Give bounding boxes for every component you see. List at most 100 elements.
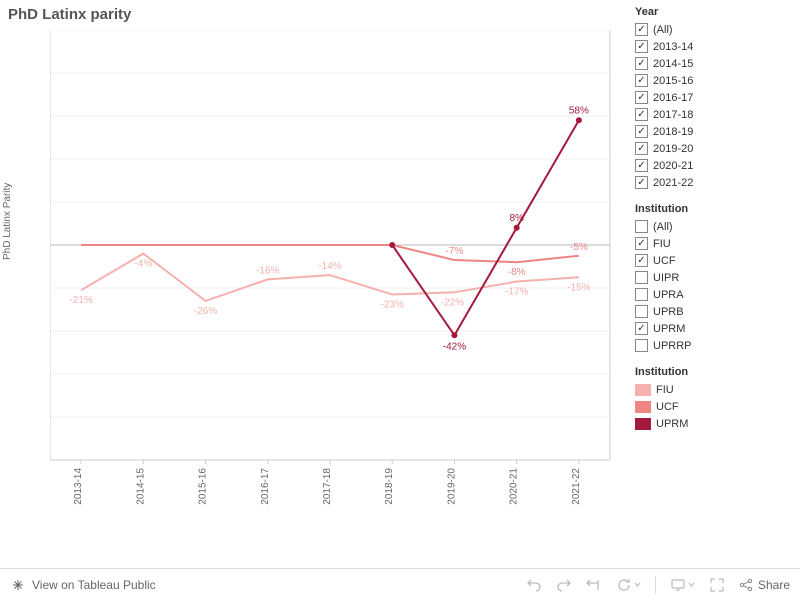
svg-text:-14%: -14% [318,261,341,272]
filter-label: UPRRP [653,340,692,352]
year-filter-heading: Year [635,6,795,18]
checkbox[interactable] [635,271,648,284]
svg-text:-16%: -16% [256,265,279,276]
checkbox[interactable]: ✓ [635,237,648,250]
chevron-down-icon [688,581,695,588]
filter-label: (All) [653,24,673,36]
share-label: Share [758,578,790,592]
institution-filter-item[interactable]: (All) [635,218,795,235]
view-on-tableau-link[interactable]: View on Tableau Public [32,578,156,592]
institution-filter-item[interactable]: ✓ UPRM [635,320,795,337]
svg-text:-4%: -4% [134,259,152,270]
svg-text:2020-21: 2020-21 [509,468,520,505]
checkbox[interactable]: ✓ [635,40,648,53]
checkbox[interactable] [635,305,648,318]
svg-text:-15%: -15% [567,282,590,293]
institution-filter-item[interactable]: UIPR [635,269,795,286]
checkbox[interactable]: ✓ [635,142,648,155]
refresh-button[interactable] [616,577,641,593]
year-filter-item[interactable]: ✓ 2021-22 [635,174,795,191]
tableau-logo-icon [10,577,26,593]
year-filter-item[interactable]: ✓ 2019-20 [635,140,795,157]
filter-label: 2020-21 [653,160,693,172]
checkbox[interactable] [635,339,648,352]
checkbox[interactable]: ✓ [635,176,648,189]
svg-text:2013-14: 2013-14 [73,468,84,505]
svg-text:8%: 8% [509,213,524,224]
filter-label: (All) [653,221,673,233]
chevron-down-icon [634,581,641,588]
color-swatch [635,418,651,430]
svg-text:-5%: -5% [570,242,588,253]
filter-label: UPRA [653,289,684,301]
color-swatch [635,384,651,396]
filter-label: 2015-16 [653,75,693,87]
color-legend-label: UPRM [656,418,688,430]
svg-text:2016-17: 2016-17 [260,468,271,505]
year-filter-item[interactable]: ✓ 2018-19 [635,123,795,140]
checkbox[interactable] [635,220,648,233]
filter-label: 2019-20 [653,143,693,155]
institution-filter-item[interactable]: UPRA [635,286,795,303]
svg-text:2018-19: 2018-19 [384,468,395,505]
institution-filter-item[interactable]: UPRRP [635,337,795,354]
filter-label: UPRB [653,306,684,318]
year-filter-item[interactable]: ✓ 2016-17 [635,89,795,106]
filter-label: UPRM [653,323,685,335]
toolbar: View on Tableau Public Share [0,568,800,600]
filter-label: 2018-19 [653,126,693,138]
checkbox[interactable] [635,288,648,301]
toolbar-divider [655,576,656,594]
svg-text:-21%: -21% [69,295,92,306]
year-filter-item[interactable]: ✓ (All) [635,21,795,38]
checkbox[interactable]: ✓ [635,57,648,70]
institution-filter-item[interactable]: UPRB [635,303,795,320]
color-legend-item[interactable]: UPRM [635,415,795,432]
color-legend-heading: Institution [635,366,795,378]
share-button[interactable]: Share [739,578,790,592]
filter-label: 2014-15 [653,58,693,70]
chart-area: PhD Latinx parity PhD Latinx Parity -1.0… [0,0,800,555]
undo-icon[interactable] [526,577,542,593]
year-filter: Year ✓ (All) ✓ 2013-14 ✓ 2014-15 ✓ 2015-16 ✓ 2016… [635,6,795,191]
filter-label: 2021-22 [653,177,693,189]
plot: -1.0-0.8-0.6-0.4-0.20.00.20.40.60.81.020… [50,30,620,490]
checkbox[interactable]: ✓ [635,23,648,36]
checkbox[interactable]: ✓ [635,108,648,121]
svg-text:-7%: -7% [446,246,464,257]
svg-text:2017-18: 2017-18 [322,468,333,505]
checkbox[interactable]: ✓ [635,91,648,104]
checkbox[interactable]: ✓ [635,125,648,138]
svg-text:-17%: -17% [505,287,528,298]
color-legend-item[interactable]: UCF [635,398,795,415]
y-axis-label: PhD Latinx Parity [2,183,13,260]
year-filter-item[interactable]: ✓ 2014-15 [635,55,795,72]
filter-label: 2013-14 [653,41,693,53]
checkbox[interactable]: ✓ [635,74,648,87]
year-filter-item[interactable]: ✓2017-18 [635,106,795,123]
checkbox[interactable]: ✓ [635,159,648,172]
svg-text:-22%: -22% [441,297,464,308]
svg-text:-42%: -42% [443,341,466,352]
checkbox[interactable]: ✓ [635,254,648,267]
year-filter-item[interactable]: ✓ 2015-16 [635,72,795,89]
svg-text:-26%: -26% [194,306,217,317]
chart-title: PhD Latinx parity [8,6,131,23]
filter-label: UIPR [653,272,679,284]
fullscreen-icon[interactable] [709,577,725,593]
color-legend-item[interactable]: FIU [635,381,795,398]
redo-icon[interactable] [556,577,572,593]
filter-label: 2016-17 [653,92,693,104]
year-filter-item[interactable]: ✓ 2013-14 [635,38,795,55]
filter-label: FIU [653,238,671,250]
revert-icon[interactable] [586,577,602,593]
filter-label: UCF [653,255,676,267]
device-preview-button[interactable] [670,577,695,593]
year-filter-item[interactable]: ✓ 2020-21 [635,157,795,174]
checkbox[interactable]: ✓ [635,322,648,335]
svg-text:2019-20: 2019-20 [446,468,457,505]
svg-text:2015-16: 2015-16 [198,468,209,505]
institution-filter-item[interactable]: ✓ UCF [635,252,795,269]
institution-filter-item[interactable]: ✓ FIU [635,235,795,252]
svg-text:-8%: -8% [508,267,526,278]
